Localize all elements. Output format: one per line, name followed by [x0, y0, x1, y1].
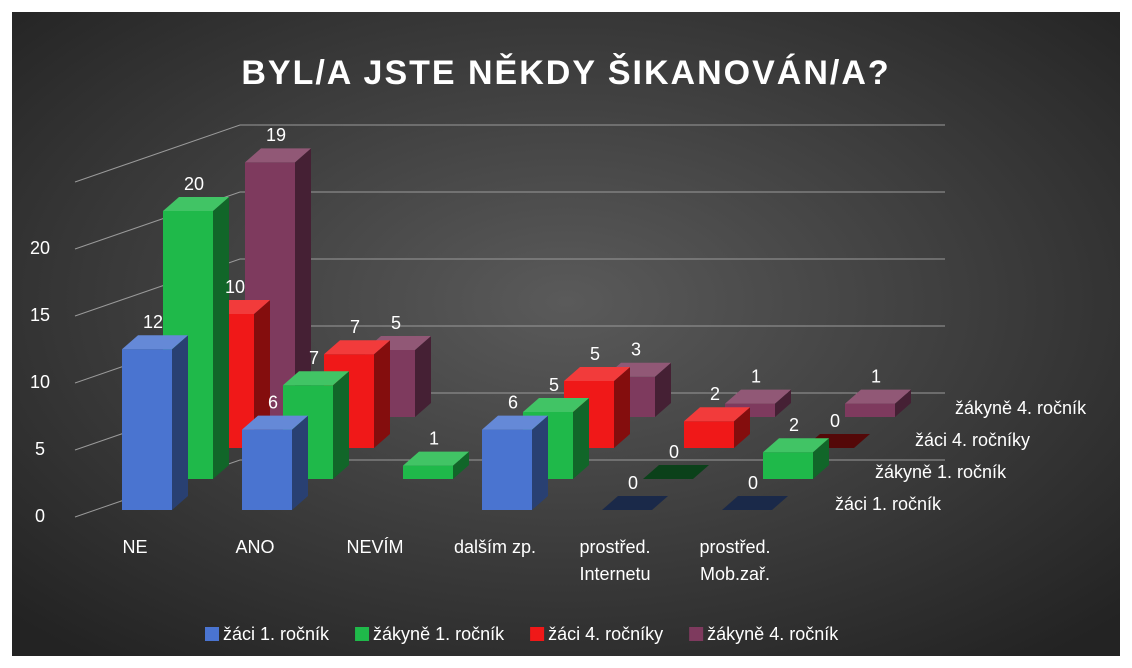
data-label: 19 — [266, 125, 286, 145]
bar — [403, 465, 453, 479]
bar-top — [283, 371, 349, 386]
legend-swatch — [355, 627, 370, 641]
depth-label: žákyně 4. ročník — [955, 398, 1087, 418]
x-tick-label: prostřed. Internetu — [579, 537, 650, 584]
legend-swatch — [205, 627, 219, 641]
y-tick-label: 20 — [30, 238, 50, 258]
data-label: 20 — [184, 174, 204, 194]
bar-side — [655, 362, 671, 417]
depth-label: žáci 1. ročník — [835, 494, 942, 514]
legend-swatch — [530, 627, 545, 641]
bar-top — [163, 197, 229, 211]
data-label: 5 — [391, 313, 401, 333]
bar — [482, 429, 532, 510]
bar-side — [374, 340, 390, 448]
x-tick-label: ANO — [235, 537, 274, 557]
bar-top — [403, 451, 469, 466]
bar-side — [813, 438, 829, 479]
legend-label: žáci 4. ročníky — [548, 624, 663, 644]
depth-label: žáci 4. ročníky — [915, 430, 1030, 450]
grid-line — [74, 258, 945, 317]
data-label: 0 — [748, 473, 758, 493]
legend-label: žáci 1. ročník — [223, 624, 330, 644]
data-label: 6 — [508, 392, 518, 412]
data-label: 0 — [628, 473, 638, 493]
data-label: 7 — [309, 348, 319, 368]
bar-top — [722, 496, 788, 510]
data-label: 0 — [830, 411, 840, 431]
data-label: 1 — [751, 366, 761, 386]
bar-top — [324, 340, 390, 355]
bar — [122, 349, 172, 510]
bar-top — [602, 496, 668, 510]
x-tick-label: dalším zp. — [454, 537, 536, 557]
bar-top — [242, 415, 308, 430]
bar-top — [725, 389, 791, 404]
data-label: 12 — [143, 312, 163, 332]
bar-side — [614, 367, 630, 448]
data-label: 1 — [429, 428, 439, 448]
y-tick-label: 5 — [35, 439, 45, 459]
grid-line — [74, 124, 945, 183]
data-label: 2 — [789, 415, 799, 435]
bar — [684, 421, 734, 448]
data-label: 10 — [225, 277, 245, 297]
legend-label: žákyně 1. ročník — [373, 624, 505, 644]
data-label: 3 — [631, 340, 641, 360]
bar-side — [895, 389, 911, 417]
depth-label: žákyně 1. ročník — [875, 462, 1007, 482]
x-tick-label: NE — [122, 537, 147, 557]
bar-side — [415, 336, 431, 417]
y-tick-label: 10 — [30, 372, 50, 392]
bar-top — [122, 335, 188, 350]
data-label: 1 — [871, 366, 881, 386]
bar-top — [523, 398, 589, 412]
bar — [763, 452, 813, 479]
data-label: 7 — [350, 317, 360, 337]
bar-top — [763, 438, 829, 453]
bar-top — [684, 407, 750, 422]
data-label: 0 — [669, 442, 679, 462]
y-tick-label: 15 — [30, 305, 50, 325]
bar — [242, 429, 292, 510]
y-tick-label: 0 — [35, 506, 45, 526]
bar-top — [482, 415, 548, 430]
data-label: 5 — [549, 375, 559, 395]
bar-side — [734, 407, 750, 448]
x-tick-label: NEVÍM — [346, 537, 403, 557]
data-label: 5 — [590, 344, 600, 364]
bar-side — [213, 197, 229, 479]
bar-side — [333, 371, 349, 479]
legend-swatch — [689, 627, 704, 641]
x-tick-label: prostřed. Mob.zař. — [699, 537, 770, 584]
bar-side — [254, 300, 270, 448]
bar-side — [172, 335, 188, 510]
bar-top — [564, 367, 630, 381]
bar-side — [775, 389, 791, 417]
bar-top — [245, 148, 311, 163]
chart-title: BYL/A JSTE NĚKDY ŠIKANOVÁN/A? — [241, 53, 890, 92]
legend-label: žákyně 4. ročník — [707, 624, 839, 644]
bar-side — [532, 415, 548, 510]
bar — [845, 403, 895, 417]
grid-line — [74, 191, 945, 250]
bar-side — [292, 415, 308, 510]
bar-side — [295, 148, 311, 417]
data-label: 2 — [710, 384, 720, 404]
bar-side — [453, 451, 469, 479]
data-label: 6 — [268, 392, 278, 412]
bar-side — [573, 398, 589, 479]
bar-top — [643, 465, 709, 479]
bar-top — [845, 389, 911, 404]
